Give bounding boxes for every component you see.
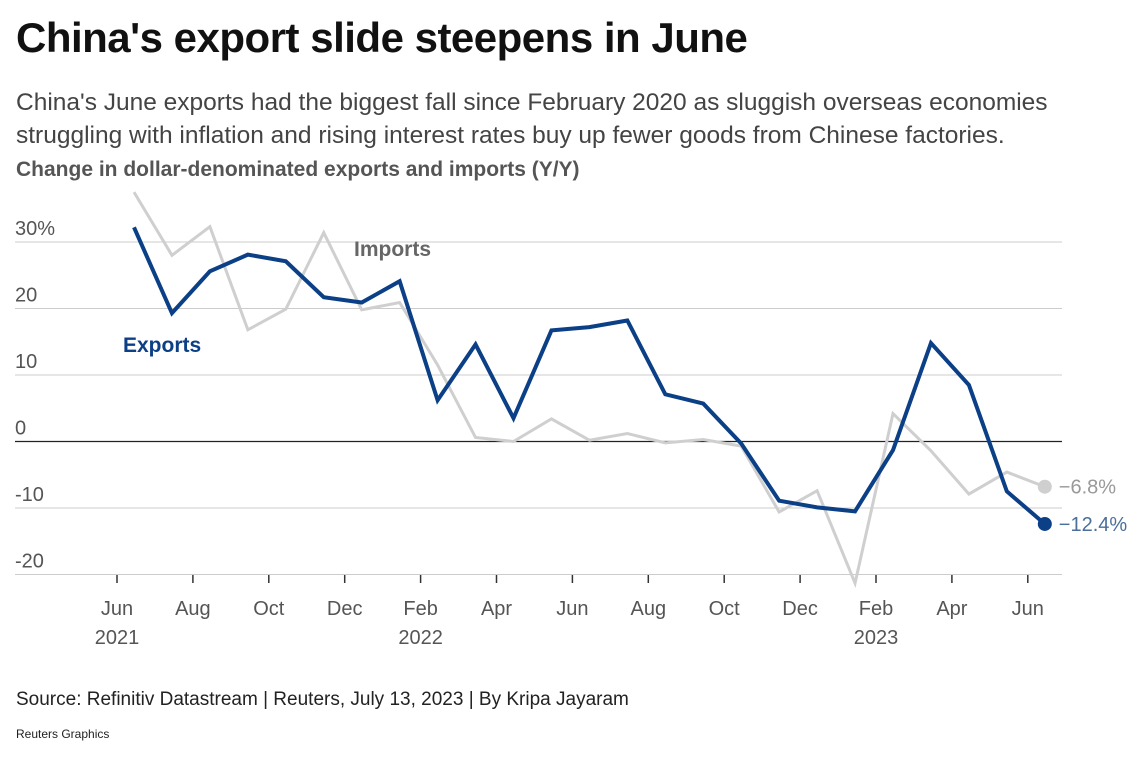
y-tick-label: -20 (15, 551, 44, 573)
line-chart: 30% 20 10 0 -10 -20 Jun 2021 Aug Oct Dec Feb 2022 Ap… (15, 191, 1127, 649)
x-tick-year: 2022 (398, 627, 443, 649)
imports-series-label: Imports (354, 238, 431, 261)
y-tick-label: 0 (15, 418, 26, 440)
series-lines (132, 191, 1052, 589)
x-tick-label: Dec (327, 598, 363, 620)
y-tick-label: 30% (15, 218, 55, 240)
x-tick-label: Jun (1012, 598, 1044, 620)
x-tick-label: Aug (175, 598, 211, 620)
brand-credit: Reuters Graphics (16, 727, 110, 741)
imports-line (132, 191, 1046, 589)
series-labels: −6.8% Imports −12.4% Exports (123, 238, 1127, 536)
exports-series-label: Exports (123, 334, 201, 357)
gridlines: 30% 20 10 0 -10 -20 (15, 218, 1062, 575)
x-tick-year: 2023 (854, 627, 899, 649)
source-note: Source: Refinitiv Datastream | Reuters, … (16, 689, 629, 710)
x-tick-label: Feb (859, 598, 893, 620)
imports-end-label: −6.8% (1059, 477, 1116, 499)
x-tick-label: Feb (403, 598, 437, 620)
y-tick-label: 10 (15, 351, 37, 373)
x-tick-label: Apr (481, 598, 512, 620)
exports-line (132, 226, 1047, 526)
x-tick-label: Jun (556, 598, 588, 620)
x-tick-label: Oct (709, 598, 741, 620)
imports-end-point (1037, 479, 1052, 494)
x-tick-label: Jun (101, 598, 133, 620)
exports-end-label: −12.4% (1059, 514, 1128, 536)
chart-label: Change in dollar-denominated exports and… (16, 158, 580, 181)
chart-subtitle: China's June exports had the biggest fal… (16, 89, 1048, 149)
x-tick-label: Oct (253, 598, 285, 620)
y-tick-label: 20 (15, 285, 37, 307)
x-tick-label: Aug (631, 598, 667, 620)
x-axis: Jun 2021 Aug Oct Dec Feb 2022 Apr Jun Aug Oct Dec Fe… (95, 575, 1044, 649)
x-tick-label: Dec (782, 598, 818, 620)
exports-end-point (1037, 516, 1052, 531)
x-tick-year: 2021 (95, 627, 140, 649)
chart-title: China's export slide steepens in June (16, 14, 748, 61)
x-tick-label: Apr (936, 598, 967, 620)
y-tick-label: -10 (15, 484, 44, 506)
